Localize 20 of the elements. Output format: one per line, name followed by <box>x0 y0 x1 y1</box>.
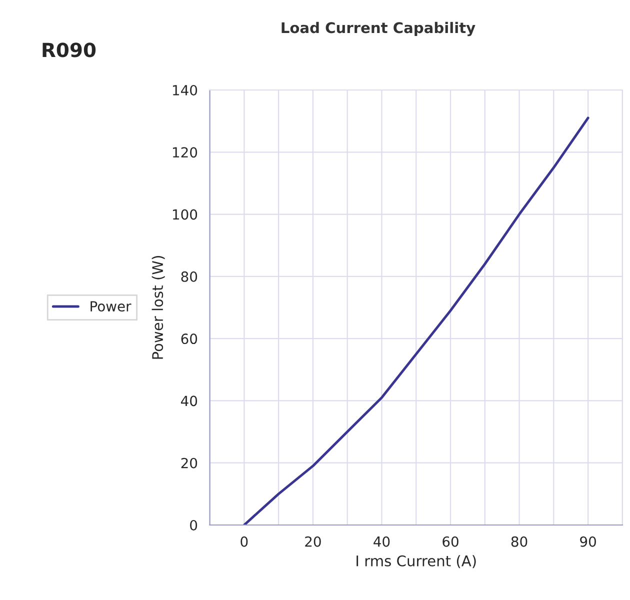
x-tick-label: 90 <box>580 536 596 547</box>
x-axis-title: I rms Current (A) <box>356 555 476 568</box>
y-tick-label: 0 <box>190 520 198 530</box>
y-axis-title: Power lost (W) <box>152 256 165 359</box>
x-tick-label: 40 <box>374 536 390 547</box>
legend-label: Power <box>90 301 132 312</box>
x-tick-label: 60 <box>442 536 458 547</box>
text: R090 <box>42 42 96 58</box>
y-tick-label: 20 <box>181 458 198 468</box>
line-series <box>242 116 590 525</box>
y-tick-label: 120 <box>173 147 198 158</box>
y-tick-label: 40 <box>180 396 198 406</box>
y-tick-label: 60 <box>181 334 198 344</box>
x-tick-label: 80 <box>511 536 528 547</box>
y-tick-label: 140 <box>173 84 198 96</box>
y-tick-label: 80 <box>181 271 198 282</box>
y-tick-label: 100 <box>173 209 198 220</box>
x-tick-label: 20 <box>305 536 321 547</box>
chart-title: Load Current Capability <box>282 22 476 36</box>
x-tick-label: 0 <box>240 536 248 547</box>
